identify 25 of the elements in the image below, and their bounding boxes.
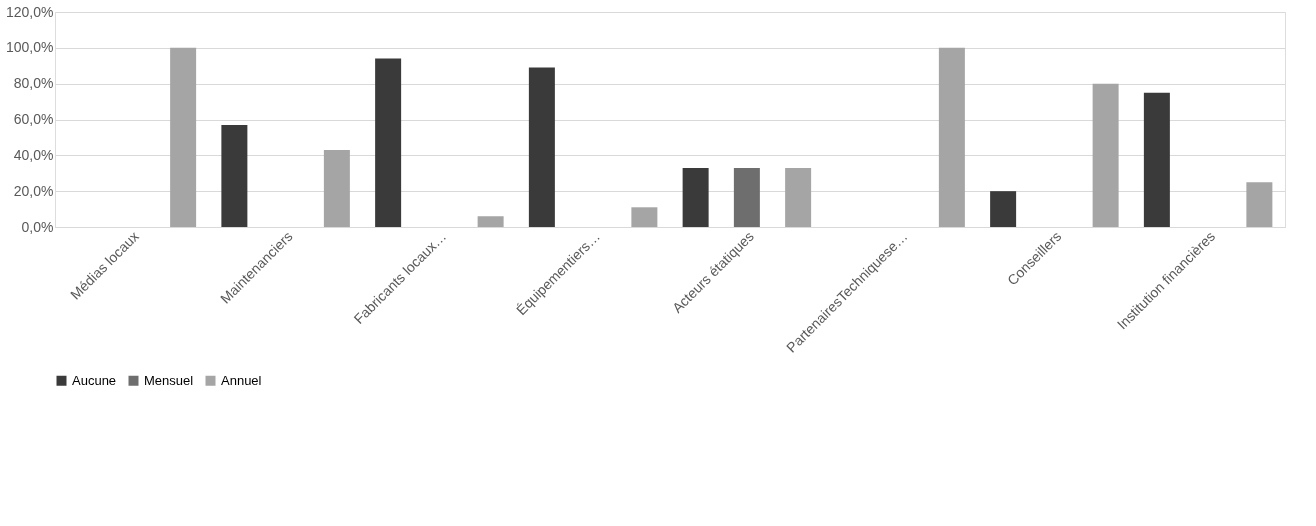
y-tick-label: 20,0% — [13, 182, 54, 199]
bar — [1246, 182, 1273, 227]
legend-label: Mensuel — [144, 372, 194, 388]
bar — [375, 58, 402, 227]
bar — [682, 167, 709, 227]
bar — [938, 47, 965, 227]
bar — [477, 216, 504, 227]
bar — [221, 124, 248, 227]
bar — [528, 67, 555, 227]
y-tick-label: 100,0% — [6, 39, 54, 56]
legend-label: Annuel — [221, 372, 262, 388]
legend-label: Aucune — [72, 372, 117, 388]
y-tick-label: 40,0% — [13, 146, 54, 163]
y-tick-label: 60,0% — [13, 111, 54, 127]
bar — [1143, 92, 1170, 227]
bar — [990, 191, 1017, 227]
bar — [733, 167, 760, 227]
y-tick-label: 0,0% — [21, 218, 54, 235]
bar — [785, 167, 812, 227]
bar — [323, 149, 350, 227]
bar — [170, 47, 197, 227]
y-tick-label: 120,0% — [6, 3, 54, 20]
bar — [631, 207, 658, 227]
bar — [1092, 83, 1119, 227]
y-tick-label: 80,0% — [13, 75, 54, 92]
